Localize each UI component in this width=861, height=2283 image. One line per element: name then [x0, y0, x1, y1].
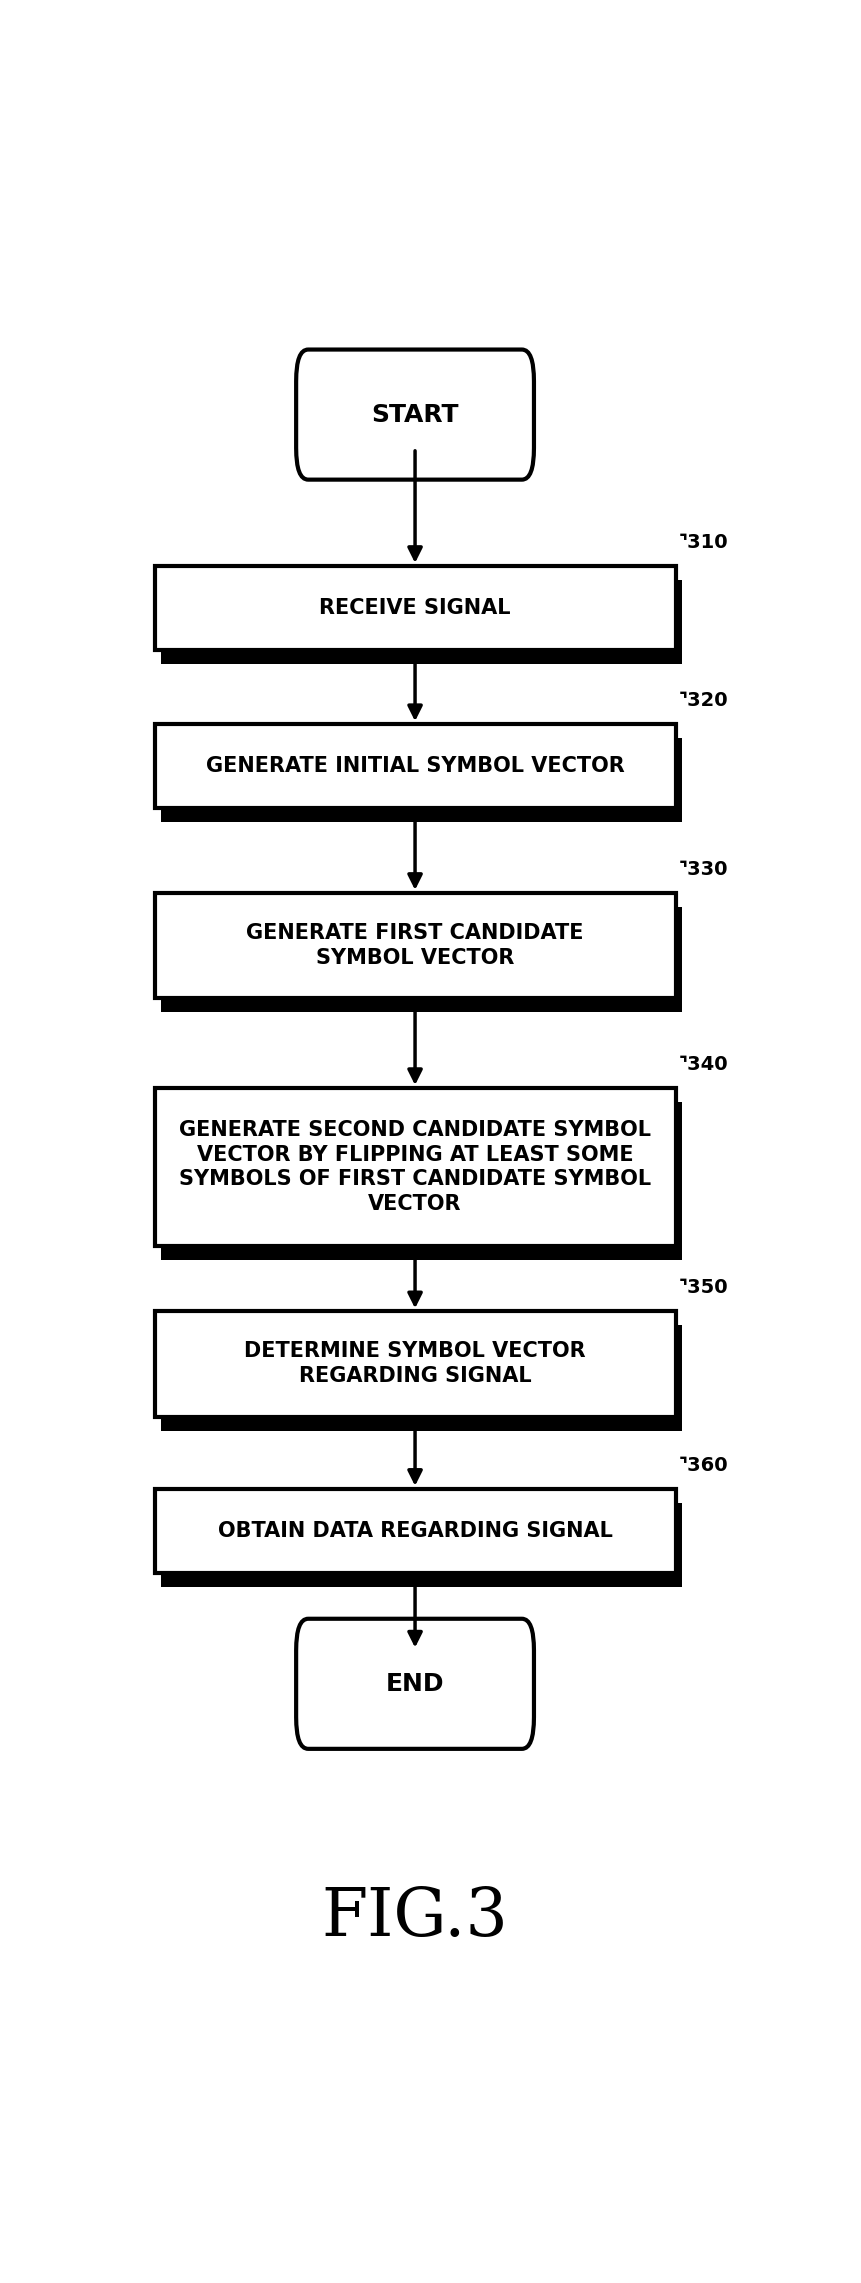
Text: GENERATE SECOND CANDIDATE SYMBOL
VECTOR BY FLIPPING AT LEAST SOME
SYMBOLS OF FIR: GENERATE SECOND CANDIDATE SYMBOL VECTOR … — [179, 1119, 650, 1215]
Bar — [161, 906, 682, 1011]
Bar — [154, 1089, 675, 1247]
Text: FIG.3: FIG.3 — [321, 1886, 508, 1950]
Text: GENERATE FIRST CANDIDATE
SYMBOL VECTOR: GENERATE FIRST CANDIDATE SYMBOL VECTOR — [246, 922, 583, 968]
Bar — [161, 580, 682, 664]
Bar — [161, 1324, 682, 1431]
Text: OBTAIN DATA REGARDING SIGNAL: OBTAIN DATA REGARDING SIGNAL — [217, 1520, 612, 1541]
Text: ⌝320: ⌝320 — [678, 692, 728, 710]
Text: DETERMINE SYMBOL VECTOR
REGARDING SIGNAL: DETERMINE SYMBOL VECTOR REGARDING SIGNAL — [244, 1342, 585, 1386]
FancyBboxPatch shape — [296, 349, 533, 479]
Text: ⌝360: ⌝360 — [678, 1457, 728, 1475]
Text: GENERATE INITIAL SYMBOL VECTOR: GENERATE INITIAL SYMBOL VECTOR — [206, 756, 623, 776]
Text: ⌝340: ⌝340 — [678, 1055, 728, 1073]
Bar — [154, 566, 675, 651]
Text: ⌝350: ⌝350 — [678, 1278, 728, 1297]
Bar — [314, 395, 528, 461]
Text: RECEIVE SIGNAL: RECEIVE SIGNAL — [319, 598, 511, 619]
FancyBboxPatch shape — [296, 1619, 533, 1749]
Bar — [154, 893, 675, 998]
Bar — [161, 1103, 682, 1260]
Bar — [154, 724, 675, 808]
Bar — [161, 737, 682, 822]
Bar — [314, 1664, 528, 1731]
Text: START: START — [371, 402, 458, 427]
Text: END: END — [386, 1671, 443, 1696]
Bar — [154, 1310, 675, 1415]
Bar — [154, 1489, 675, 1573]
Text: ⌝330: ⌝330 — [678, 861, 728, 879]
Bar — [161, 1502, 682, 1587]
Text: ⌝310: ⌝310 — [678, 532, 728, 552]
